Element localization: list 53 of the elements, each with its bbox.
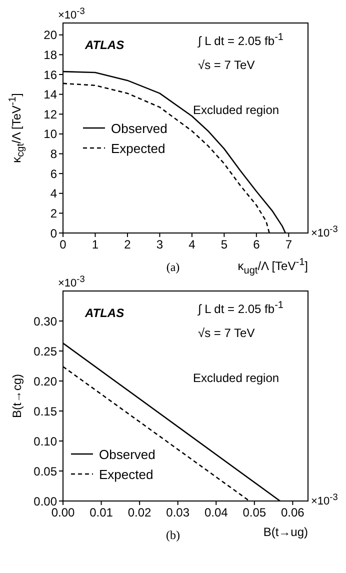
annotation: ∫ L dt = 2.05 fb$^{-1}$ xyxy=(198,300,284,316)
x-axis-title: κ$_{ugt}$/Λ [TeV$^{-1}$] xyxy=(238,257,308,276)
x-tick-label: 1 xyxy=(92,238,99,252)
annotation: ATLAS xyxy=(85,306,124,320)
y-tick-label: 0.20 xyxy=(34,374,58,388)
legend-label: Expected xyxy=(111,140,166,156)
y-tick-label: 20 xyxy=(44,28,58,42)
y-tick-label: 12 xyxy=(44,107,58,122)
text: ×10$^{-3}$ xyxy=(58,274,85,290)
x-tick-label: 0.04 xyxy=(204,506,228,520)
x-tick-label: 0.01 xyxy=(90,506,114,520)
x-tick-label: 0.03 xyxy=(166,506,190,520)
x-axis-title: B(t→ug) xyxy=(263,525,308,539)
x-tick-label: 3 xyxy=(156,238,164,252)
y-tick-label: 0.25 xyxy=(34,344,58,358)
legend-label: Observed xyxy=(111,120,168,136)
x-tick-label: 4 xyxy=(188,238,196,252)
y-tick-label: 2 xyxy=(50,206,58,220)
text: ×10$^{-3}$ xyxy=(58,6,85,22)
text: ×10$^{-3}$ xyxy=(311,224,338,240)
y-tick-label: 16 xyxy=(44,68,58,82)
annotation: ∫ L dt = 2.05 fb$^{-1}$ xyxy=(198,32,284,48)
x-tick-label: 7 xyxy=(285,238,292,252)
x-tick-label: 0.02 xyxy=(128,506,152,520)
annotation: √s = 7 TeV xyxy=(198,58,255,72)
legend-label: Observed xyxy=(99,446,156,462)
y-tick-label: 4 xyxy=(50,186,58,201)
annotation: ATLAS xyxy=(85,38,124,52)
annotation: √s = 7 TeV xyxy=(198,326,255,340)
y-tick-label: 6 xyxy=(50,166,58,181)
x-tick-label: 0.05 xyxy=(242,506,266,520)
y-tick-label: 0.00 xyxy=(34,494,58,508)
y-tick-label: 8 xyxy=(50,147,58,162)
text: (b) xyxy=(166,528,180,542)
y-tick-label: 0.05 xyxy=(34,464,58,478)
y-axis-title: B(t→cg) xyxy=(10,374,24,418)
y-tick-label: 0.15 xyxy=(34,404,58,418)
y-tick-label: 18 xyxy=(44,48,58,62)
text: (a) xyxy=(166,260,180,274)
x-tick-label: 6 xyxy=(253,238,260,252)
annotation: Excluded region xyxy=(193,103,280,117)
y-tick-label: 0.30 xyxy=(34,314,58,328)
x-tick-label: 0 xyxy=(60,238,67,252)
y-tick-label: 14 xyxy=(44,88,58,102)
y-tick-label: 0 xyxy=(50,226,58,240)
x-tick-label: 5 xyxy=(220,238,228,252)
y-tick-label: 10 xyxy=(44,127,58,142)
y-tick-label: 0.10 xyxy=(34,434,58,448)
x-tick-label: 0.06 xyxy=(281,506,305,520)
legend-label: Expected xyxy=(99,466,154,482)
text: ×10$^{-3}$ xyxy=(311,492,338,508)
annotation: Excluded region xyxy=(193,371,280,385)
x-tick-label: 2 xyxy=(124,238,132,252)
